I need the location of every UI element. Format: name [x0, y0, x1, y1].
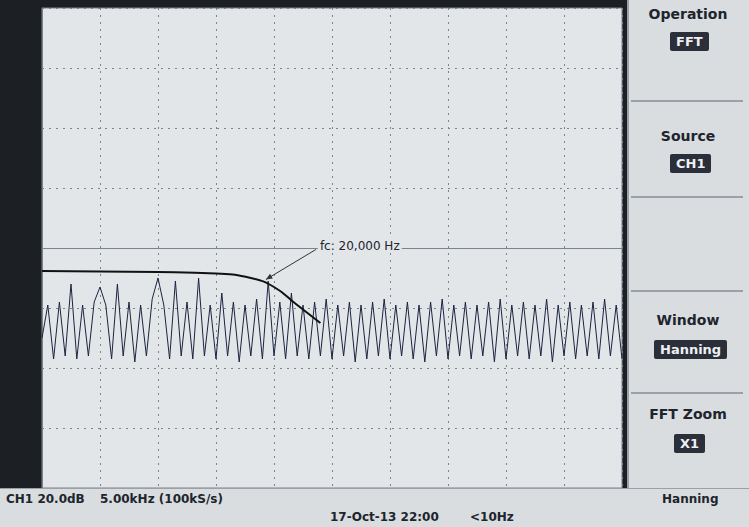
html-text:FFT Zoom: FFT Zoom [649, 406, 727, 422]
html-text:CH1 20.0dB: CH1 20.0dB [6, 492, 85, 506]
html-text:FFT: FFT [676, 34, 703, 49]
html-text:Operation: Operation [648, 6, 728, 22]
html-text:Hanning: Hanning [662, 492, 719, 506]
html-text:<10Hz: <10Hz [470, 510, 514, 524]
html-text:CH1: CH1 [676, 156, 706, 171]
html-text:5.00kHz (100kS/s): 5.00kHz (100kS/s) [100, 492, 223, 506]
svg-text:fc: 20,000 Hz: fc: 20,000 Hz [320, 239, 400, 253]
html-text:Hanning: Hanning [660, 342, 722, 357]
html-text:Window: Window [656, 312, 720, 328]
html-text:X1: X1 [680, 436, 700, 451]
html-text:Source: Source [660, 128, 716, 144]
html-text:17-Oct-13 22:00: 17-Oct-13 22:00 [330, 510, 439, 524]
